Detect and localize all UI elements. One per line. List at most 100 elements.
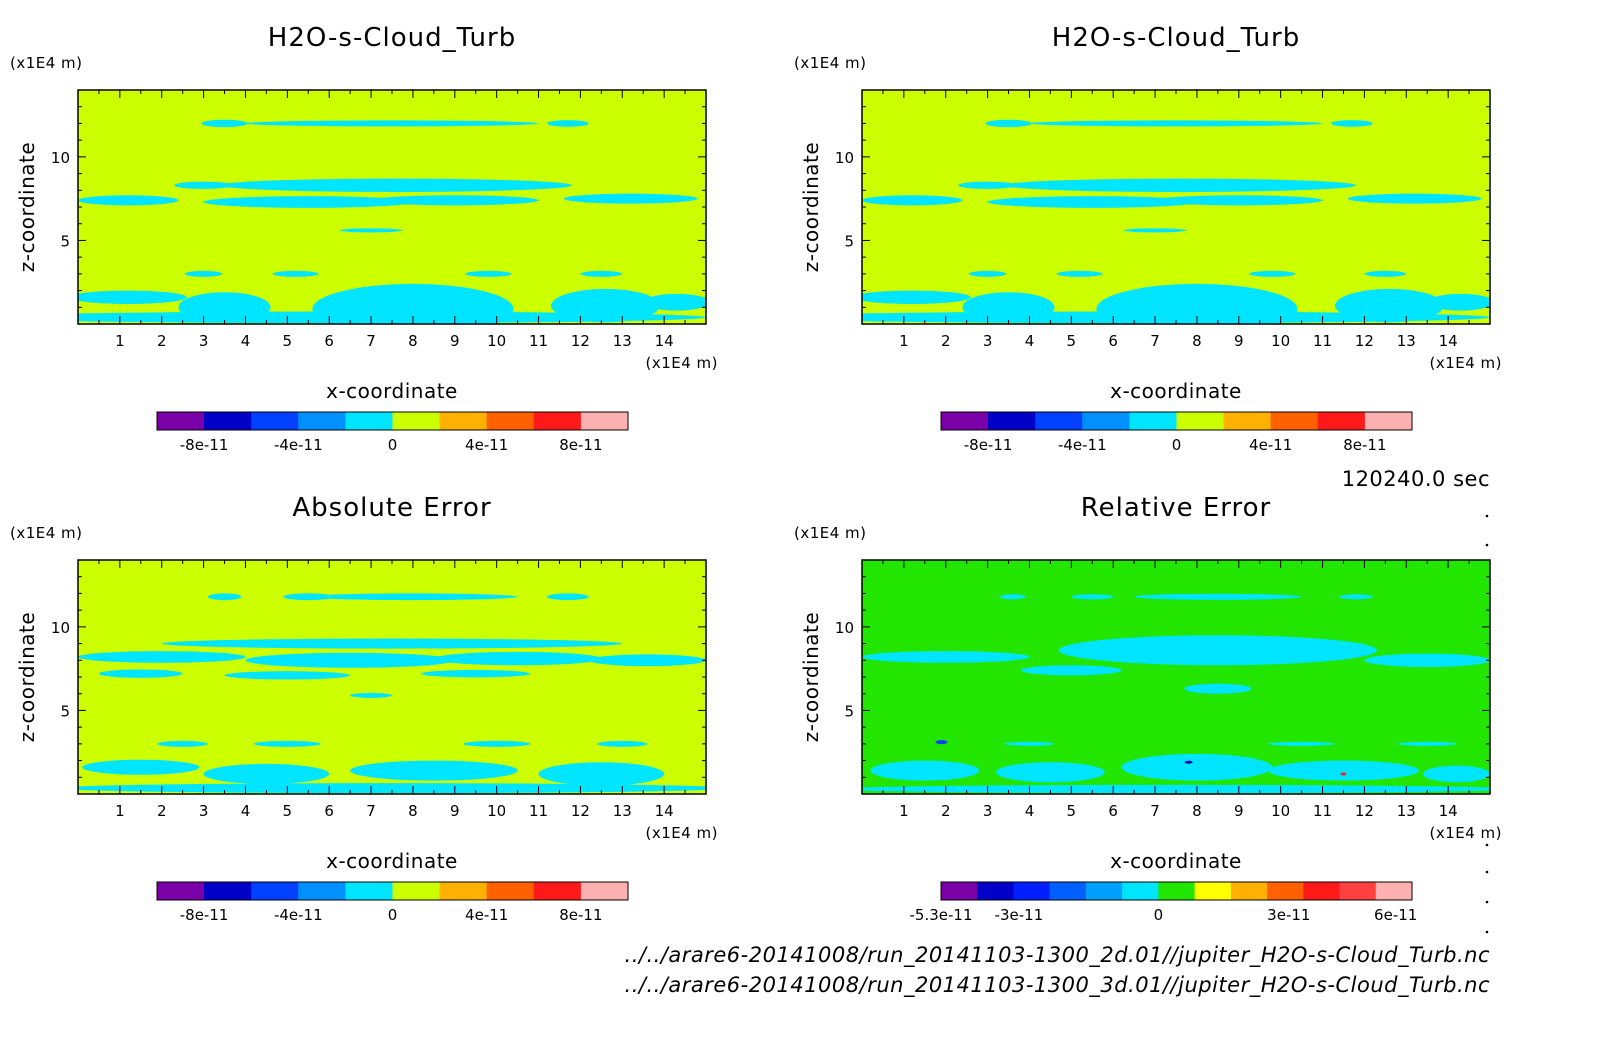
contour-patch (643, 293, 706, 311)
x-tick-label: 11 (1313, 332, 1332, 350)
z-axis-label: z-coordinate (15, 142, 39, 272)
decorative-dot (1485, 870, 1489, 874)
x-tick-label: 4 (241, 802, 251, 820)
colorbar-label: 6e-11 (1374, 906, 1417, 924)
contour-patch (995, 762, 1105, 783)
contour-patch (161, 638, 623, 649)
z-tick-label: 5 (60, 702, 70, 720)
contour-patch (1096, 283, 1298, 324)
contour-patch (82, 759, 200, 775)
colorbar-label: 4e-11 (1249, 436, 1292, 454)
contour-patch (968, 270, 1007, 277)
contour-patches (862, 119, 1490, 324)
contour-patch (350, 692, 393, 698)
contour-patch (985, 119, 1032, 128)
z-axis-label: z-coordinate (799, 612, 823, 742)
colorbar-swatch (941, 882, 978, 900)
colorbar-swatch (345, 412, 393, 430)
colorbar-swatch (977, 882, 1014, 900)
colorbar-swatch (1194, 882, 1232, 900)
x-tick-label: 3 (199, 332, 209, 350)
contour-patch (78, 651, 246, 663)
contour-patch (98, 669, 183, 678)
decorative-dot (1485, 543, 1489, 547)
z-tick-label: 5 (60, 232, 70, 250)
colorbar-swatch (1364, 412, 1413, 430)
x-tick-label: 14 (655, 332, 674, 350)
contour-patch (78, 195, 179, 206)
colorbar-frame (156, 411, 629, 431)
contour-patch (862, 195, 963, 206)
decorative-dot (1485, 900, 1489, 904)
colorbar-label: -3e-11 (995, 906, 1044, 924)
colorbar-swatch (157, 882, 205, 900)
contour-patch (1427, 293, 1490, 311)
colorbar-label: 8e-11 (1343, 436, 1386, 454)
contour-patch (1340, 772, 1347, 776)
colorbar-swatch (988, 412, 1036, 430)
colorbar-label: 8e-11 (559, 906, 602, 924)
contour-patch (184, 270, 223, 277)
x-tick-label: 10 (487, 332, 506, 350)
x-tick-label: 8 (408, 332, 418, 350)
colorbar-label: -5.3e-11 (910, 906, 973, 924)
colorbar-frame (940, 881, 1413, 901)
x-tick-label: 9 (1234, 802, 1244, 820)
contour-patch (1029, 120, 1323, 127)
x-tick-label: 5 (1067, 332, 1077, 350)
x-axis-label: x-coordinate (326, 849, 458, 873)
colorbar-swatch (941, 412, 989, 430)
colorbar-label: 0 (388, 906, 398, 924)
contour-patch (245, 120, 539, 127)
colorbar-label: -8e-11 (964, 436, 1013, 454)
contour-patch (433, 651, 602, 666)
z-tick-label: 10 (835, 149, 854, 167)
contour-patch (563, 193, 698, 204)
z-tick-label: 10 (51, 619, 70, 637)
x-tick-label: 5 (283, 332, 293, 350)
x-tick-label: 3 (983, 802, 993, 820)
colorbar-swatch (1267, 882, 1304, 900)
contour-patches (862, 593, 1490, 794)
contour-patch (1268, 760, 1419, 781)
contour-patch (862, 290, 971, 304)
x-tick-label: 12 (1355, 802, 1374, 820)
contour-patch (1021, 665, 1122, 676)
panel-1: H2O-s-Cloud_Turb(x1E4 m)1 2 3 4 5 6 7 8 9 10 11 12 1… (10, 23, 718, 454)
colorbar-swatch (1223, 412, 1272, 430)
contour-patch (272, 270, 319, 277)
colorbar-swatch (1317, 412, 1366, 430)
colorbar-swatch (204, 882, 252, 900)
contour-patch (987, 196, 1197, 208)
colorbar-swatch (1122, 882, 1159, 900)
z-tick-label: 10 (51, 149, 70, 167)
contour-patch (1339, 594, 1373, 600)
contour-patch (1004, 741, 1055, 746)
contour-patch (1423, 765, 1490, 783)
contour-patches (78, 119, 706, 324)
z-tick-label: 5 (844, 232, 854, 250)
colorbar-swatch (533, 882, 582, 900)
x-tick-label: 11 (529, 802, 548, 820)
x-tick-label: 6 (324, 802, 334, 820)
colorbar-swatch (439, 412, 488, 430)
contour-patch (224, 671, 351, 680)
panel-title: Absolute Error (292, 493, 491, 523)
contour-patch (597, 740, 648, 747)
colorbar-label: 4e-11 (465, 906, 508, 924)
panel-title: Relative Error (1081, 493, 1272, 523)
contour-patch (588, 654, 706, 667)
x-tick-label: 9 (450, 332, 460, 350)
colorbar-label: 0 (1172, 436, 1182, 454)
z-unit-label: (x1E4 m) (10, 524, 83, 542)
contour-patch (870, 760, 980, 781)
x-tick-label: 2 (941, 332, 951, 350)
contour-patch (1004, 178, 1357, 192)
colorbar-swatch (486, 882, 535, 900)
x-tick-label: 3 (983, 332, 993, 350)
x-tick-label: 13 (613, 802, 632, 820)
time-label: 120240.0 sec (1342, 467, 1490, 491)
x-tick-label: 10 (487, 802, 506, 820)
colorbar-swatch (392, 882, 441, 900)
